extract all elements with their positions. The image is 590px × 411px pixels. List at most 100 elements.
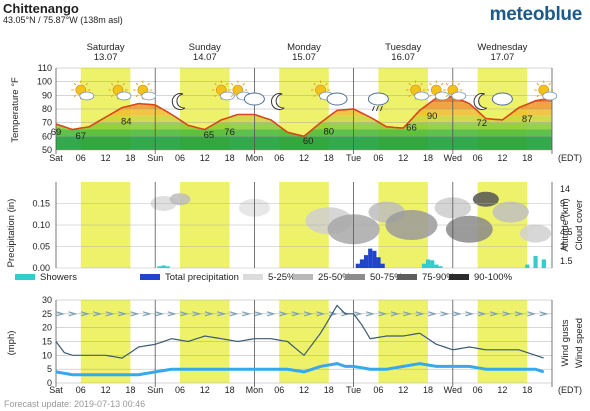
sun-ray — [536, 94, 540, 98]
y-tick-label: 0.05 — [32, 242, 50, 252]
wind-direction-arrow — [55, 311, 66, 317]
sun-ray — [122, 82, 126, 86]
showers-bar — [533, 255, 538, 268]
cloud-icon — [542, 91, 558, 101]
temperature-axis-label: Temperature °F — [10, 77, 21, 143]
y-tick-label: 70 — [42, 118, 52, 128]
x-tick-label: 18 — [324, 385, 334, 395]
day-date: 13.07 — [94, 52, 118, 63]
x-tick-label: 18 — [125, 153, 135, 163]
day-date: 14.07 — [193, 52, 217, 63]
temp-value-label: 76 — [224, 127, 235, 138]
y-tick-label: 80 — [42, 104, 52, 114]
cloud-icon — [326, 92, 348, 106]
sun-ray — [408, 94, 412, 98]
cloud-icon — [367, 92, 389, 106]
temp-value-label: 60 — [303, 136, 314, 147]
sun-ray — [73, 94, 77, 98]
wind-direction-arrow — [217, 311, 227, 317]
legend-swatch — [397, 274, 417, 280]
day-name: Monday — [287, 42, 321, 53]
wind-direction-arrow — [229, 311, 239, 317]
wind-direction-arrow — [192, 311, 202, 317]
wind-direction-arrow — [80, 311, 90, 317]
sun-ray — [242, 82, 245, 86]
y-tick-label: 60 — [42, 131, 52, 141]
location-coords: 43.05°N / 75.87°W (138m asl) — [3, 15, 123, 25]
x-tick-label: 12 — [299, 153, 309, 163]
showers-bar — [157, 266, 162, 268]
wind-direction-arrow — [303, 311, 314, 317]
legend-swatch — [449, 274, 469, 280]
timezone-label: (EDT) — [558, 385, 582, 395]
y-tick-label: 90 — [42, 90, 52, 100]
moon-icon — [271, 93, 285, 111]
x-tick-label: 18 — [423, 385, 433, 395]
wind-direction-arrow — [167, 311, 177, 317]
y-tick-label: 15 — [42, 337, 52, 347]
day-name: Sunday — [189, 42, 221, 53]
y2-tick-label: 4.5 — [560, 227, 573, 237]
legend-swatch — [293, 274, 313, 280]
legend-label: Showers — [40, 272, 77, 283]
wind-axis-label: (mph) — [6, 331, 17, 356]
temperature-line — [55, 95, 552, 138]
wind-direction-arrow — [291, 311, 301, 317]
sun-ray — [85, 82, 88, 86]
x-tick-label: Tue — [346, 385, 361, 395]
sun-ray — [110, 82, 114, 86]
y2-tick-label: 1.5 — [560, 256, 573, 266]
y-tick-label: 110 — [38, 63, 52, 73]
temp-color-band — [56, 136, 552, 150]
legend-label: 75-90% — [422, 272, 455, 283]
wind-direction-arrow — [527, 311, 537, 317]
wind-direction-arrow — [266, 311, 276, 317]
x-tick-label: Sun — [147, 153, 163, 163]
showers-bar — [161, 265, 166, 268]
day-date: 17.07 — [491, 52, 515, 63]
cloud-icon — [243, 92, 265, 106]
wind-direction-arrow — [204, 311, 214, 317]
y2-tick-label: 6 — [560, 213, 565, 223]
legend-swatch — [15, 274, 35, 280]
precip-bar — [380, 263, 385, 268]
precip-bar — [364, 255, 369, 268]
wind-direction-arrow — [427, 311, 438, 317]
sun-ray — [230, 82, 234, 86]
rain-drop — [371, 105, 375, 112]
wind-direction-arrow — [155, 311, 165, 317]
sun-ray — [230, 94, 234, 98]
sun-ray — [445, 94, 449, 98]
cloud-icon — [141, 91, 157, 101]
x-tick-label: 12 — [200, 385, 210, 395]
x-tick-label: 18 — [125, 385, 135, 395]
precip-axis-label: Precipitation (in) — [6, 199, 17, 268]
wind-direction-arrow — [254, 311, 264, 317]
cloud-cover-axis-label: Cloud cover — [574, 200, 585, 251]
wind-gust-axis-label: Wind gusts — [560, 319, 571, 366]
legend-label: Total precipitation — [165, 272, 239, 283]
x-tick-label: 18 — [225, 153, 235, 163]
sun-ray — [429, 82, 432, 86]
x-tick-label: 06 — [76, 153, 86, 163]
x-tick-label: Sat — [49, 385, 63, 395]
day-date: 16.07 — [391, 52, 415, 63]
cloud-icon — [219, 91, 235, 101]
wind-direction-arrow — [403, 311, 413, 317]
x-tick-label: 06 — [274, 385, 284, 395]
legend-swatch — [345, 274, 365, 280]
cloud-icon — [491, 92, 513, 106]
temp-value-label: 65 — [204, 130, 215, 141]
x-tick-label: Mon — [246, 153, 264, 163]
rain-drop — [379, 105, 383, 112]
wind-direction-arrow — [378, 311, 388, 317]
sun-ray — [313, 82, 316, 86]
sun-ray — [548, 82, 551, 86]
x-tick-label: 18 — [522, 385, 532, 395]
x-tick-label: 06 — [175, 153, 185, 163]
x-tick-label: 12 — [398, 153, 408, 163]
wind-direction-arrow — [514, 311, 524, 317]
sun-ray — [325, 82, 328, 86]
x-tick-label: 06 — [373, 153, 383, 163]
y-tick-label: 10 — [42, 350, 52, 360]
